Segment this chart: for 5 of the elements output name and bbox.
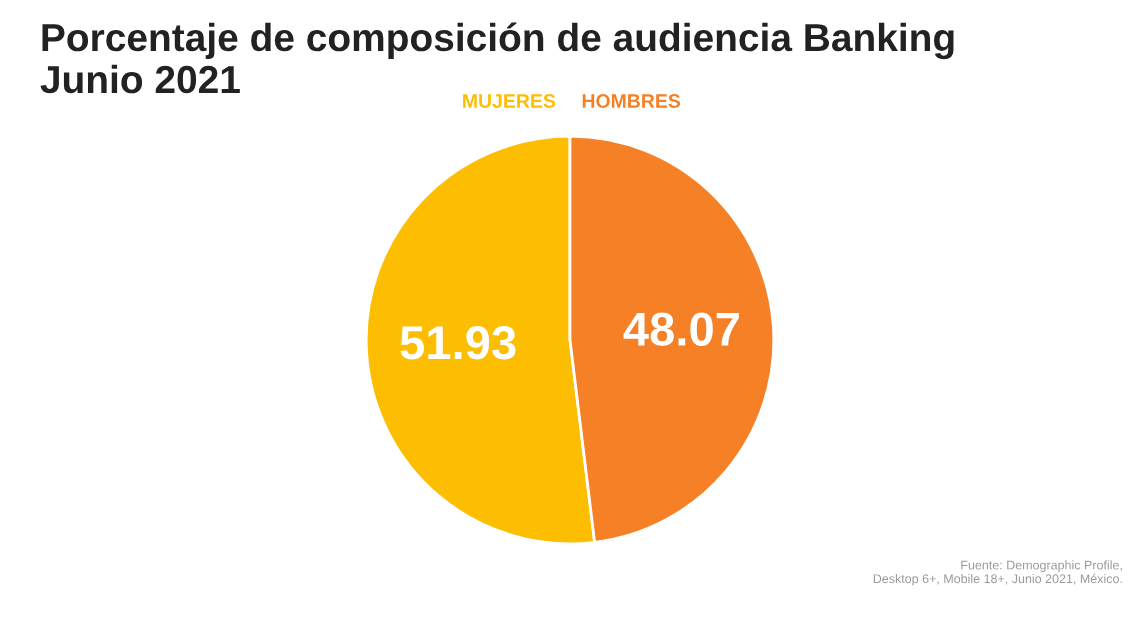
chart-title: Porcentaje de composición de audiencia Banking Junio 2021: [40, 22, 954, 94]
slice-label: HOMBRES: [582, 94, 681, 108]
data-label: 51.93: [400, 326, 516, 360]
slice-label: MUJERES: [463, 94, 556, 108]
data-label: 48.07: [623, 312, 739, 346]
